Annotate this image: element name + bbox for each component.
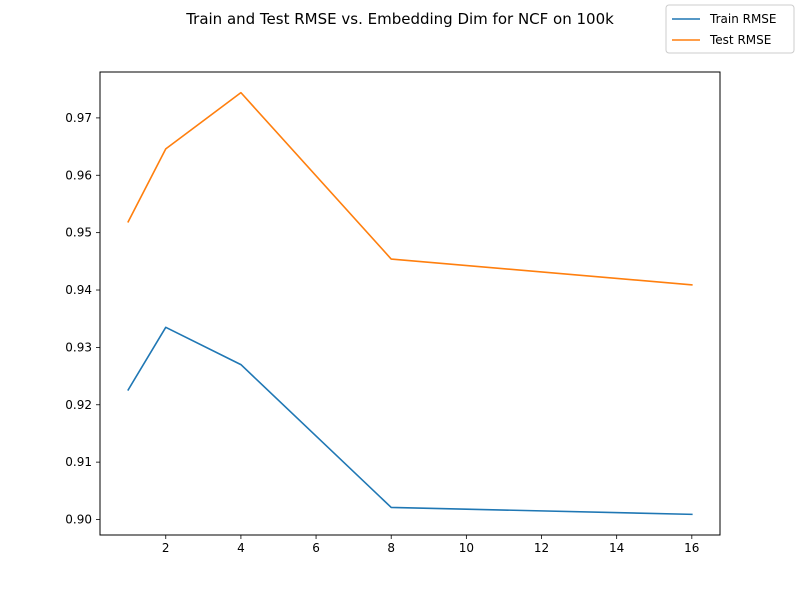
x-tick-label: 6 bbox=[312, 541, 320, 555]
x-tick-label: 2 bbox=[162, 541, 170, 555]
y-tick-label: 0.96 bbox=[65, 168, 92, 182]
y-tick-label: 0.95 bbox=[65, 226, 92, 240]
legend-label-test: Test RMSE bbox=[709, 33, 771, 47]
series-layer bbox=[127, 91, 693, 516]
x-tick-label: 10 bbox=[459, 541, 474, 555]
x-tick-label: 12 bbox=[534, 541, 549, 555]
legend: Train RMSE Test RMSE bbox=[665, 4, 795, 54]
x-axis: 2 4 6 8 10 12 14 16 bbox=[162, 535, 699, 555]
x-tick-label: 4 bbox=[237, 541, 245, 555]
y-tick-label: 0.91 bbox=[65, 455, 92, 469]
y-tick-label: 0.94 bbox=[65, 283, 92, 297]
legend-label-train: Train RMSE bbox=[709, 12, 777, 26]
legend-items: Train RMSE Test RMSE bbox=[672, 12, 777, 47]
x-tick-label: 14 bbox=[609, 541, 624, 555]
x-tick-label: 8 bbox=[387, 541, 395, 555]
y-tick-label: 0.93 bbox=[65, 340, 92, 354]
chart-title: Train and Test RMSE vs. Embedding Dim fo… bbox=[185, 10, 614, 28]
x-tick-label: 16 bbox=[684, 541, 699, 555]
legend-frame bbox=[665, 4, 795, 54]
plot-frame bbox=[99, 71, 721, 536]
y-axis: 0.90 0.91 0.92 0.93 0.94 0.95 0.96 0.97 bbox=[65, 111, 100, 527]
y-tick-label: 0.90 bbox=[65, 513, 92, 527]
y-tick-label: 0.92 bbox=[65, 398, 92, 412]
y-tick-label: 0.97 bbox=[65, 111, 92, 125]
